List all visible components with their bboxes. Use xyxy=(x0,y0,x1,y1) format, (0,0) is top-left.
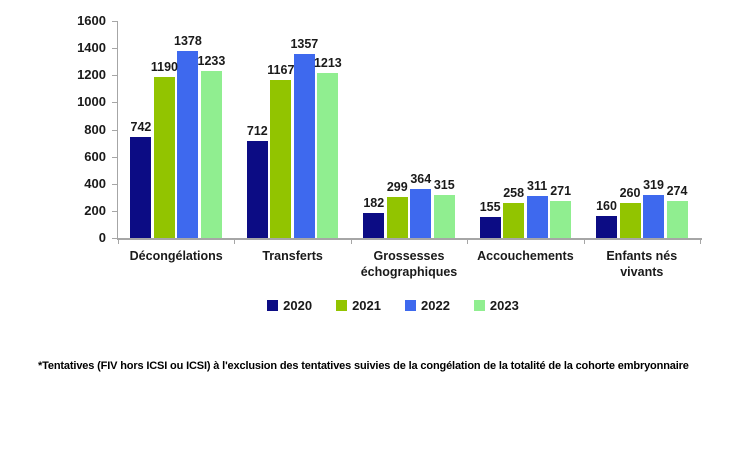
legend-item-2020: 2020 xyxy=(267,298,312,313)
chart-legend: 2020 2021 2022 2023 xyxy=(0,298,750,313)
y-tick-mark xyxy=(112,48,117,50)
x-tick-mark xyxy=(700,240,701,244)
value-label-2021-1: 1190 xyxy=(150,59,178,74)
value-label-2023-5: 274 xyxy=(666,183,688,198)
y-tick-mark xyxy=(112,183,117,185)
value-label-2022-3: 364 xyxy=(410,171,432,186)
value-label-2021-4: 258 xyxy=(503,186,525,200)
bar-2021-4 xyxy=(503,203,525,238)
y-tick-label: 400 xyxy=(84,175,106,191)
category-label: Décongélations xyxy=(118,248,234,264)
y-tick-mark xyxy=(112,156,117,158)
bar-2023-3 xyxy=(433,195,455,238)
value-label-2022-4: 311 xyxy=(527,178,548,193)
bar-2021-1 xyxy=(153,76,175,238)
value-label-2020-5: 160 xyxy=(596,199,617,214)
legend-item-2022: 2022 xyxy=(405,298,450,313)
bar-2022-1 xyxy=(177,51,199,238)
bar-2023-2 xyxy=(317,73,339,238)
legend-label-2020: 2020 xyxy=(283,298,313,313)
legend-swatch-2022 xyxy=(405,300,416,311)
bar-2023-1 xyxy=(200,70,222,238)
value-label-2020-3: 182 xyxy=(363,196,385,211)
legend-swatch-2020 xyxy=(267,300,279,311)
x-tick-mark xyxy=(583,240,585,244)
bar-2020-4 xyxy=(479,216,501,238)
value-label-2020-4: 155 xyxy=(479,199,501,214)
value-label-2020-1: 742 xyxy=(130,120,152,135)
legend-swatch-2023 xyxy=(473,300,485,311)
value-label-2021-2: 1167 xyxy=(267,62,295,77)
category-label: Accouchements xyxy=(467,248,583,264)
category-label: Grossesses échographiques xyxy=(351,248,467,280)
legend-item-2021: 2021 xyxy=(336,298,381,313)
value-label-2023-1: 1233 xyxy=(197,53,226,68)
y-tick-label: 800 xyxy=(84,121,106,137)
y-tick-mark xyxy=(112,21,117,22)
value-label-2021-3: 299 xyxy=(386,180,408,195)
frozen-embryo-results-bar-chart: 0 200 400 600 800 1000 1200 1400 1600 742 1190 1378… xyxy=(77,13,702,280)
legend-swatch-2021 xyxy=(336,300,348,311)
category-label-text: Grossesses échographiques xyxy=(360,249,458,279)
legend-item-2023: 2023 xyxy=(473,298,519,313)
bar-2020-1 xyxy=(130,137,152,238)
footnote-text: *Tentatives (FIV hors ICSI ou ICSI) à l'… xyxy=(38,360,689,372)
y-tick-mark xyxy=(112,102,117,104)
y-tick-label: 0 xyxy=(98,230,106,245)
legend-label-2021: 2021 xyxy=(352,298,381,313)
y-tick-label: 1000 xyxy=(77,94,106,110)
x-tick-mark xyxy=(350,240,352,244)
bar-2022-3 xyxy=(410,188,432,238)
bar-2022-4 xyxy=(526,195,548,238)
y-tick-mark xyxy=(112,238,117,239)
legend-label-2023: 2023 xyxy=(489,298,519,313)
bar-2021-3 xyxy=(386,197,408,238)
value-label-2021-5: 260 xyxy=(619,185,641,200)
value-label-2022-2: 1357 xyxy=(290,36,319,51)
y-tick-label: 1200 xyxy=(77,67,106,83)
value-label-2022-5: 319 xyxy=(643,177,664,192)
bar-2020-2 xyxy=(246,141,268,238)
value-label-2022-1: 1378 xyxy=(174,34,202,49)
y-tick-label: 200 xyxy=(84,202,106,218)
bar-2023-4 xyxy=(550,201,572,238)
category-label-text: Transferts xyxy=(262,249,323,263)
bar-2020-5 xyxy=(596,216,618,238)
x-tick-mark xyxy=(118,240,119,244)
y-tick-mark xyxy=(112,129,117,131)
value-label-2023-2: 1213 xyxy=(313,56,342,71)
category-label: Enfants nés vivants xyxy=(584,248,700,280)
y-tick-label: 600 xyxy=(84,148,106,164)
value-label-2023-4: 271 xyxy=(550,184,572,199)
value-label-2020-2: 712 xyxy=(246,124,268,139)
y-tick-mark xyxy=(112,75,117,77)
x-axis-line xyxy=(117,238,702,240)
category-label-text: Décongélations xyxy=(129,249,223,263)
value-label-2023-3: 315 xyxy=(433,178,455,193)
category-label-text: Enfants nés vivants xyxy=(606,249,678,279)
x-tick-mark xyxy=(467,240,469,244)
bar-2023-5 xyxy=(666,200,688,238)
bar-2021-2 xyxy=(270,79,292,238)
bar-2022-2 xyxy=(293,53,315,238)
bar-2020-3 xyxy=(363,213,385,238)
category-label: Transferts xyxy=(234,248,350,264)
bar-2021-5 xyxy=(619,202,641,238)
y-tick-label: 1400 xyxy=(77,40,106,56)
x-tick-mark xyxy=(234,240,236,244)
y-axis-line xyxy=(117,21,118,238)
bar-2022-5 xyxy=(643,194,665,238)
y-tick-mark xyxy=(112,210,117,212)
category-label-text: Accouchements xyxy=(477,249,574,263)
y-tick-label: 1600 xyxy=(77,13,106,28)
legend-label-2022: 2022 xyxy=(421,298,450,313)
